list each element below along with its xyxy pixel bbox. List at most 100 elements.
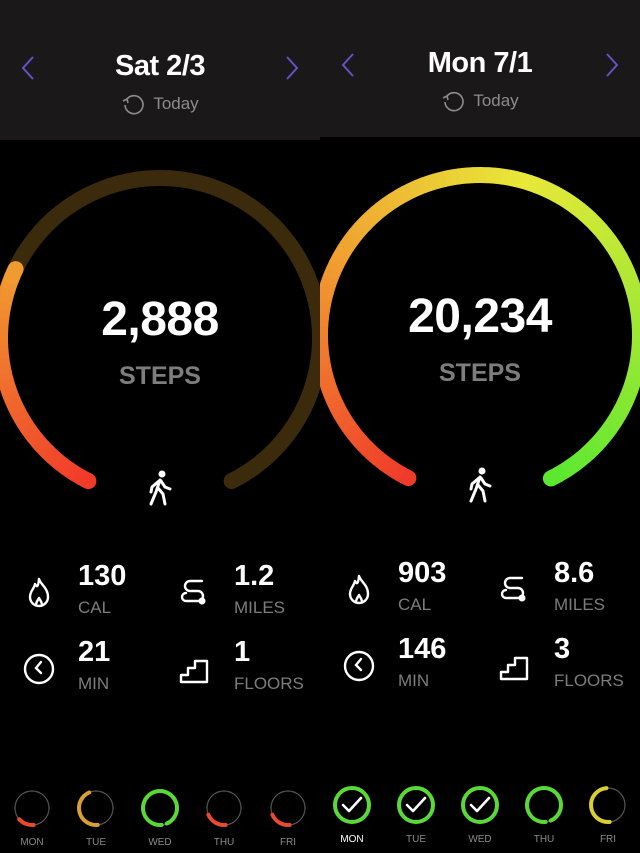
- ring-progress-segment: [31, 436, 50, 453]
- ring-progress-segment: [589, 218, 607, 236]
- ring-progress-segment: [390, 463, 406, 482]
- ring-progress-segment: [323, 267, 341, 281]
- ring-progress-segment: [599, 422, 618, 439]
- ring-progress-segment: [506, 169, 519, 187]
- clock-icon: [23, 653, 55, 685]
- ring-progress-segment: [465, 167, 475, 184]
- stat-value: 8.6: [554, 557, 595, 589]
- day-ring-mon[interactable]: MON: [10, 786, 54, 848]
- day-ring-tue[interactable]: TUE: [394, 783, 438, 845]
- route-icon: [180, 579, 206, 605]
- walking-person-icon: [149, 470, 172, 506]
- stat-value: 130: [78, 560, 127, 592]
- ring-progress-segment: [367, 447, 384, 465]
- ring-progress-segment: [336, 240, 355, 257]
- ring-progress-segment: [73, 469, 97, 490]
- flame-icon: [28, 577, 50, 608]
- day-ring-thu[interactable]: THU: [522, 783, 566, 845]
- day-ring-progress: [77, 790, 100, 827]
- day-label: MON: [340, 834, 364, 845]
- ring-progress-segment: [18, 420, 37, 436]
- next-day-button[interactable]: [280, 52, 304, 84]
- day-ring-wed[interactable]: WED: [138, 786, 182, 848]
- day-ring-fri[interactable]: FRI: [266, 786, 310, 848]
- ring-progress-segment: [551, 186, 567, 205]
- ring-progress-segment: [349, 223, 367, 240]
- ring-progress-segment: [400, 183, 416, 201]
- day-ring-wed[interactable]: WED: [458, 783, 502, 845]
- stat-cal: 130 CAL: [22, 560, 162, 620]
- day-label: FRI: [279, 837, 297, 848]
- day-ring-thu[interactable]: THU: [202, 786, 246, 848]
- chevron-left-icon: [341, 53, 354, 77]
- stat-min: 146 MIN: [342, 633, 482, 693]
- ring-progress-segment: [442, 169, 454, 187]
- ring-progress-segment: [378, 456, 395, 474]
- day-ring-progress: [333, 786, 371, 824]
- stat-label: MIN: [78, 674, 110, 693]
- today-button[interactable]: Today: [320, 89, 640, 113]
- steps-label: STEPS: [439, 359, 521, 387]
- ring-progress-segment: [602, 235, 621, 252]
- ring-progress-segment: [58, 459, 75, 477]
- ring-progress-segment: [520, 172, 533, 191]
- ring-progress-segment: [338, 416, 356, 433]
- day-progress-ring: [461, 786, 499, 824]
- ring-progress-segment: [64, 463, 81, 481]
- ring-progress-segment: [593, 223, 612, 241]
- previous-day-button[interactable]: [16, 52, 40, 84]
- ring-progress-segment: [407, 180, 422, 198]
- chevron-right-icon: [286, 56, 299, 80]
- ring-progress-segment: [71, 466, 87, 485]
- ring-progress-segment: [614, 399, 633, 414]
- day-ring-mon[interactable]: MON: [330, 783, 374, 845]
- ring-progress-segment: [4, 396, 23, 411]
- ring-progress-segment: [579, 208, 597, 226]
- today-button[interactable]: Today: [0, 92, 320, 116]
- steps-count: 2,888: [101, 293, 219, 346]
- ring-progress-segment: [381, 194, 398, 212]
- ring-progress-segment: [324, 392, 343, 407]
- stat-value: 903: [398, 557, 447, 589]
- stat-label: MIN: [398, 671, 430, 690]
- stat-cal: 903 CAL: [342, 557, 482, 617]
- ring-progress-segment: [585, 438, 603, 456]
- ring-progress-segment: [320, 346, 330, 356]
- checkmark-icon: [405, 796, 427, 813]
- checkmark-icon: [341, 796, 363, 813]
- next-day-button[interactable]: [600, 49, 624, 81]
- day-panel-right: Mon 7/1 Today 20,234 STEPS 903 CAL 8.6 MILE…: [320, 0, 640, 850]
- day-ring-tue[interactable]: TUE: [74, 786, 118, 848]
- ring-progress-segment: [361, 442, 379, 460]
- stairs-icon: [179, 659, 209, 684]
- flame-icon: [348, 574, 370, 605]
- steps-label: STEPS: [119, 362, 201, 390]
- ring-progress-segment: [568, 198, 585, 217]
- ring-progress-segment: [564, 456, 581, 475]
- day-progress-ring: [14, 790, 50, 827]
- ring-progress-segment: [321, 386, 340, 400]
- ring-progress-segment: [539, 180, 554, 199]
- previous-day-button[interactable]: [336, 49, 360, 81]
- day-ring-fri[interactable]: FRI: [586, 783, 630, 845]
- day-label: THU: [213, 837, 235, 848]
- chevron-right-icon: [606, 53, 619, 77]
- ring-progress-segment: [500, 168, 511, 186]
- ring-progress-segment: [47, 450, 64, 469]
- stat-miles: 8.6 MILES: [498, 557, 638, 617]
- day-ring-progress: [397, 786, 435, 824]
- ring-progress-segment: [610, 405, 629, 421]
- ring-progress-segment: [41, 446, 59, 464]
- route-icon: [500, 576, 526, 602]
- ring-progress-segment: [327, 398, 346, 413]
- ring-progress-segment: [557, 190, 573, 209]
- day-ring-progress: [206, 812, 228, 827]
- ring-progress-segment: [563, 194, 579, 213]
- steps-progress-ring: [0, 170, 320, 490]
- today-label: Today: [473, 91, 519, 110]
- ring-progress-segment: [340, 234, 359, 251]
- ring-progress-segment: [346, 427, 365, 444]
- ring-progress-segment: [36, 441, 54, 459]
- ring-progress-segment: [545, 183, 560, 202]
- ring-progress-segment: [332, 247, 351, 263]
